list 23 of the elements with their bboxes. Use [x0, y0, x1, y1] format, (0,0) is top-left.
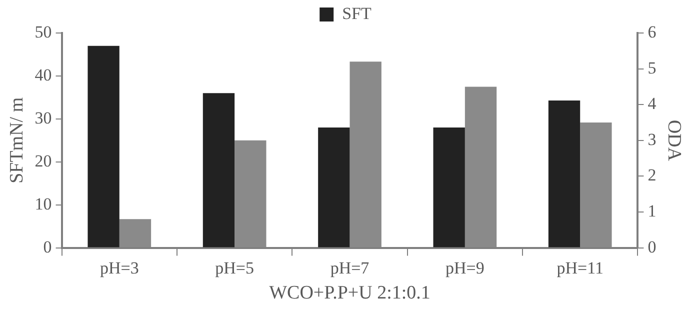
y2-tick-label: 0 [648, 237, 656, 256]
x-tick-label: pH=5 [215, 258, 254, 278]
y-tick-label: 20 [34, 151, 52, 170]
y-tick-label: 40 [34, 65, 52, 84]
y2-tick-label: 6 [648, 22, 656, 42]
y-tick-label: 30 [34, 108, 52, 128]
y2-axis-title: ODA [664, 120, 685, 162]
y-tick-label: 0 [43, 237, 52, 256]
y2-tick-label: 5 [648, 58, 656, 78]
x-tick-label: pH=7 [330, 258, 370, 278]
legend-label: SFT [342, 4, 372, 23]
y2-tick-label: 4 [648, 94, 657, 114]
y2-tick-label: 3 [648, 130, 656, 149]
y2-tick-label: 2 [648, 166, 656, 185]
y2-tick-label: 1 [648, 201, 656, 220]
y-tick-label: 10 [34, 194, 52, 214]
x-tick-label: pH=11 [556, 258, 604, 278]
y-axis-title: SFTmN/ m [6, 97, 28, 184]
x-tick-label: pH=3 [100, 258, 139, 278]
x-axis-title: WCO+P.P+U 2:1:0.1 [269, 282, 430, 304]
x-tick-label: pH=9 [445, 258, 484, 278]
bar [88, 46, 120, 248]
y-tick-label: 50 [34, 22, 52, 42]
